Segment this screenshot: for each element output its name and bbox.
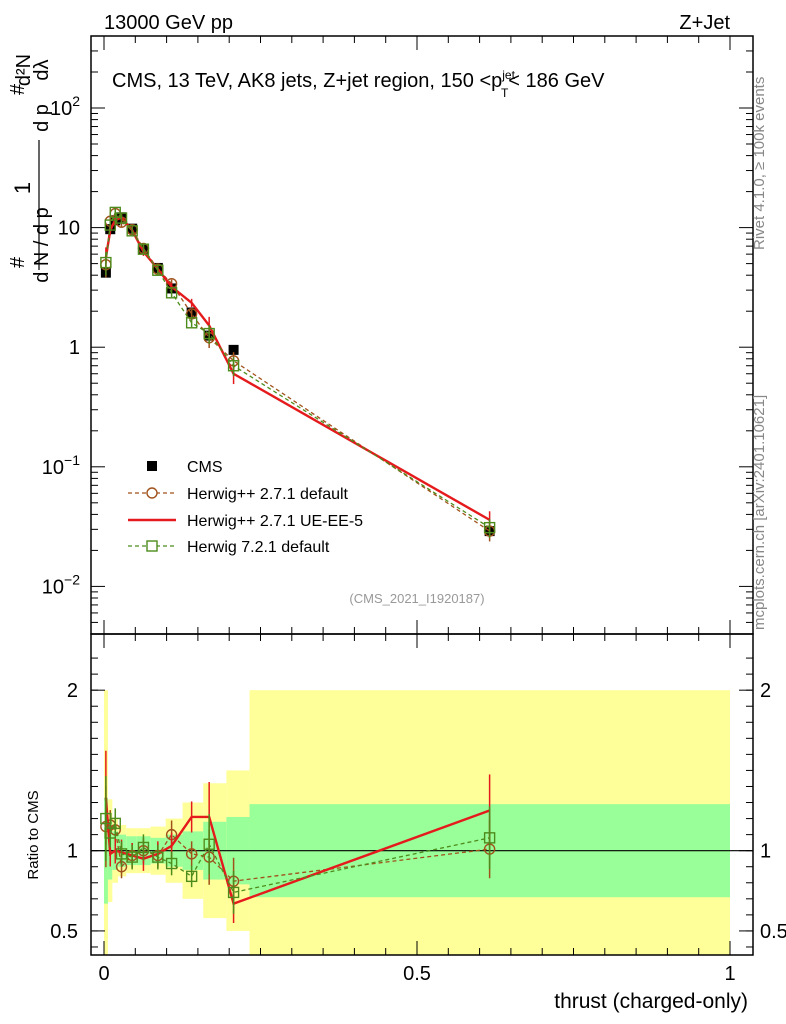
series-marker-square <box>483 832 496 844</box>
series-marker-circle <box>185 848 198 860</box>
series-line-main <box>105 212 490 532</box>
series-marker-square <box>126 225 138 237</box>
series-line-ratio <box>104 797 491 906</box>
svg-text:1: 1 <box>10 182 35 194</box>
chart-title: CMS, 13 TeV, AK8 jets, Z+jet region, 150… <box>112 68 605 100</box>
svg-text:#: # <box>7 83 29 95</box>
x-tick-label: 0 <box>98 963 109 985</box>
series-marker-square <box>165 287 178 299</box>
legend-label: Herwig++ 2.7.1 default <box>187 486 349 503</box>
series-marker-square <box>100 256 112 269</box>
cms-data-point <box>228 344 239 355</box>
header-right: Z+Jet <box>679 12 730 34</box>
y-tick-label-main: 102 <box>50 93 80 120</box>
series-line-main <box>104 216 491 521</box>
series-marker-square <box>109 817 121 830</box>
rivet-label: Rivet 4.1.0, ≥ 100k events <box>751 77 768 250</box>
series-marker-square <box>137 243 150 255</box>
header-left: 13000 GeV pp <box>104 12 233 34</box>
y-tick-label-main: 10−2 <box>42 571 80 598</box>
series-marker-square <box>152 264 164 276</box>
series-marker-square <box>227 886 240 899</box>
legend-marker-cms <box>147 461 157 471</box>
main-y-axis-label: # d N / d p 1 # d p d²N dλ <box>7 54 53 283</box>
legend: CMS Herwig++ 2.7.1 default Herwig++ 2.7.1 … <box>128 459 363 556</box>
y-tick-label-main: 1 <box>69 337 80 359</box>
mcplots-label: mcplots.cern.ch [arXiv:2401.10621] <box>751 395 768 630</box>
legend-marker-square <box>146 540 158 552</box>
ratio-tick-label-right: 2 <box>760 680 771 702</box>
svg-text:d²N: d²N <box>13 54 35 86</box>
legend-label: Herwig 7.2.1 default <box>187 539 330 556</box>
series-marker-square <box>109 206 121 219</box>
series-marker-square <box>185 870 198 883</box>
series-marker-square <box>203 838 215 850</box>
svg-text:d N / d p: d N / d p <box>31 207 53 283</box>
x-tick-label: 1 <box>724 963 735 985</box>
svg-text:#: # <box>7 256 29 268</box>
x-tick-label: 0.5 <box>403 963 431 985</box>
legend-label: Herwig++ 2.7.1 UE-EE-5 <box>187 513 363 530</box>
legend-label: CMS <box>187 459 223 476</box>
svg-text:d p: d p <box>31 104 53 132</box>
series-marker-square <box>104 219 116 231</box>
series-marker-square <box>203 327 215 340</box>
ratio-tick-label-left: 2 <box>67 680 78 702</box>
series-marker-square <box>115 212 128 224</box>
legend-marker-circle <box>146 487 158 499</box>
series-line-main <box>105 211 490 529</box>
svg-text:dλ: dλ <box>31 59 53 80</box>
ratio-y-axis-label: Ratio to CMS <box>25 790 42 879</box>
ratio-panel <box>90 633 754 956</box>
x-axis-label: thrust (charged-only) <box>554 990 748 1013</box>
series-marker-square <box>165 857 178 870</box>
series-marker-square <box>483 521 496 534</box>
series-marker-square <box>126 851 138 863</box>
series-line-ratio <box>105 818 490 894</box>
y-tick-label-main: 10−1 <box>42 452 80 479</box>
ratio-tick-label-left: 0.5 <box>50 921 78 943</box>
ratio-tick-label-right: 1 <box>760 841 771 863</box>
series-marker-square <box>152 851 164 863</box>
y-tick-label-main: 10 <box>58 218 80 240</box>
analysis-tag: (CMS_2021_I1920187) <box>349 591 484 606</box>
ratio-frame-border <box>90 633 754 956</box>
ratio-tick-label-right: 0.5 <box>760 921 786 943</box>
series-marker-square <box>137 841 150 854</box>
series-marker-square <box>185 317 198 329</box>
ratio-tick-label-left: 1 <box>67 841 78 863</box>
series-marker-square <box>227 360 240 372</box>
